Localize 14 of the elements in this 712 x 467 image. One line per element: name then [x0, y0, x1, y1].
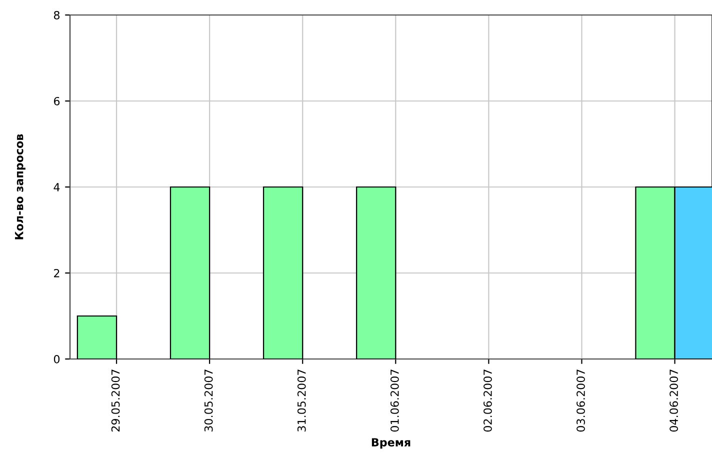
x-tick-label: 31.05.2007 [297, 370, 306, 432]
y-tick-label: 6 [54, 96, 60, 106]
y-tick-label: 4 [54, 183, 60, 192]
x-tick-label: 04.06.2007 [670, 370, 678, 432]
x-tick-label: 01.06.2007 [390, 370, 399, 432]
x-tick-label: 29.05.2007 [111, 370, 120, 432]
y-axis-title: Кол-во запросов [15, 134, 26, 240]
x-tick-label: 03.06.2007 [576, 370, 585, 432]
x-tick-label: 02.06.2007 [484, 370, 492, 432]
y-tick-label: 2 [54, 268, 60, 278]
x-tick-label: 30.05.2007 [204, 370, 213, 432]
x-axis-title: Время [372, 438, 410, 449]
y-tick-label: 0 [54, 354, 60, 364]
y-tick-label: 8 [54, 10, 60, 20]
